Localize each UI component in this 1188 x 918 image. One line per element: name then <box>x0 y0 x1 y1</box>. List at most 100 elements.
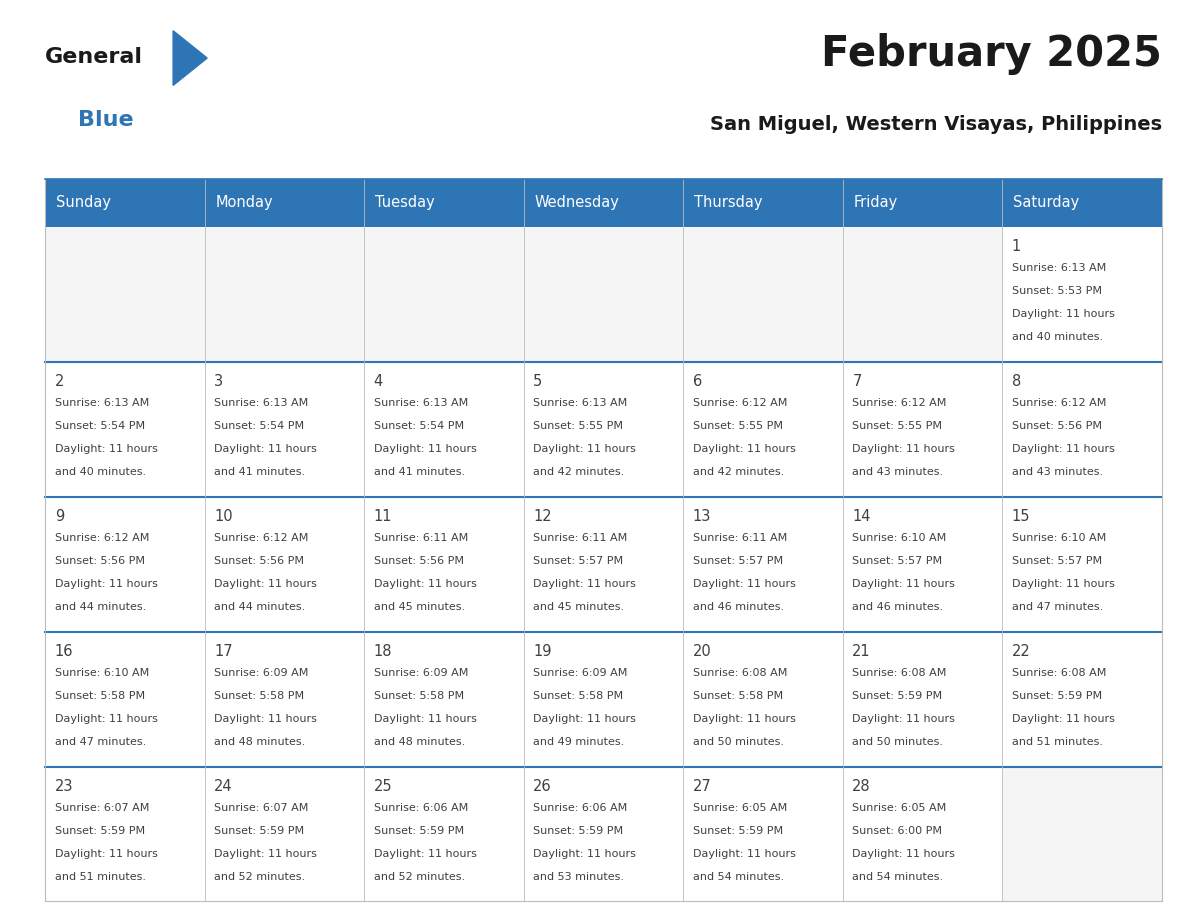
Text: 10: 10 <box>214 509 233 524</box>
Text: Thursday: Thursday <box>695 196 763 210</box>
Text: and 43 minutes.: and 43 minutes. <box>1012 467 1102 477</box>
Text: and 51 minutes.: and 51 minutes. <box>1012 737 1102 747</box>
Text: 19: 19 <box>533 644 551 659</box>
Text: 14: 14 <box>852 509 871 524</box>
Text: Sunrise: 6:05 AM: Sunrise: 6:05 AM <box>693 803 788 813</box>
Text: 11: 11 <box>374 509 392 524</box>
Text: and 45 minutes.: and 45 minutes. <box>374 602 465 612</box>
Text: Daylight: 11 hours: Daylight: 11 hours <box>693 849 796 859</box>
Text: Daylight: 11 hours: Daylight: 11 hours <box>852 579 955 589</box>
Text: Sunset: 5:54 PM: Sunset: 5:54 PM <box>374 421 463 431</box>
Text: and 50 minutes.: and 50 minutes. <box>852 737 943 747</box>
Text: Sunrise: 6:12 AM: Sunrise: 6:12 AM <box>214 533 309 543</box>
Text: Sunset: 5:55 PM: Sunset: 5:55 PM <box>693 421 783 431</box>
Text: and 54 minutes.: and 54 minutes. <box>852 872 943 882</box>
Text: Sunset: 6:00 PM: Sunset: 6:00 PM <box>852 826 942 836</box>
Text: and 41 minutes.: and 41 minutes. <box>214 467 305 477</box>
Text: Sunset: 5:59 PM: Sunset: 5:59 PM <box>374 826 463 836</box>
Text: San Miguel, Western Visayas, Philippines: San Miguel, Western Visayas, Philippines <box>709 115 1162 134</box>
Text: Sunrise: 6:13 AM: Sunrise: 6:13 AM <box>533 398 627 409</box>
Text: Daylight: 11 hours: Daylight: 11 hours <box>533 579 637 589</box>
Text: Daylight: 11 hours: Daylight: 11 hours <box>214 849 317 859</box>
Text: 3: 3 <box>214 374 223 389</box>
Text: 27: 27 <box>693 778 712 794</box>
Text: Daylight: 11 hours: Daylight: 11 hours <box>214 714 317 724</box>
Text: and 40 minutes.: and 40 minutes. <box>55 467 146 477</box>
Text: Sunrise: 6:05 AM: Sunrise: 6:05 AM <box>852 803 947 813</box>
Text: Sunrise: 6:12 AM: Sunrise: 6:12 AM <box>55 533 148 543</box>
Text: 21: 21 <box>852 644 871 659</box>
Text: Daylight: 11 hours: Daylight: 11 hours <box>693 579 796 589</box>
Text: Sunrise: 6:13 AM: Sunrise: 6:13 AM <box>55 398 148 409</box>
Text: Sunrise: 6:06 AM: Sunrise: 6:06 AM <box>533 803 627 813</box>
Text: 1: 1 <box>1012 239 1022 254</box>
Text: Blue: Blue <box>78 110 134 129</box>
Text: 8: 8 <box>1012 374 1022 389</box>
Text: Sunset: 5:54 PM: Sunset: 5:54 PM <box>214 421 304 431</box>
Text: Sunset: 5:57 PM: Sunset: 5:57 PM <box>852 556 942 566</box>
Text: and 46 minutes.: and 46 minutes. <box>693 602 784 612</box>
Text: Daylight: 11 hours: Daylight: 11 hours <box>374 444 476 454</box>
Text: 13: 13 <box>693 509 712 524</box>
Text: 7: 7 <box>852 374 861 389</box>
Text: Sunrise: 6:11 AM: Sunrise: 6:11 AM <box>693 533 788 543</box>
Text: Sunrise: 6:12 AM: Sunrise: 6:12 AM <box>852 398 947 409</box>
Text: and 42 minutes.: and 42 minutes. <box>533 467 625 477</box>
Text: Daylight: 11 hours: Daylight: 11 hours <box>852 714 955 724</box>
Text: and 43 minutes.: and 43 minutes. <box>852 467 943 477</box>
Polygon shape <box>173 30 207 85</box>
Text: Saturday: Saturday <box>1013 196 1080 210</box>
Text: Sunrise: 6:07 AM: Sunrise: 6:07 AM <box>214 803 309 813</box>
Text: Sunset: 5:57 PM: Sunset: 5:57 PM <box>533 556 624 566</box>
Text: Sunday: Sunday <box>56 196 112 210</box>
Text: Sunrise: 6:09 AM: Sunrise: 6:09 AM <box>214 668 309 678</box>
Text: Sunset: 5:59 PM: Sunset: 5:59 PM <box>214 826 304 836</box>
Text: 9: 9 <box>55 509 64 524</box>
Text: Wednesday: Wednesday <box>535 196 620 210</box>
Text: 28: 28 <box>852 778 871 794</box>
Text: Sunrise: 6:11 AM: Sunrise: 6:11 AM <box>533 533 627 543</box>
Text: Sunrise: 6:06 AM: Sunrise: 6:06 AM <box>374 803 468 813</box>
Text: Daylight: 11 hours: Daylight: 11 hours <box>55 444 158 454</box>
Text: Sunset: 5:56 PM: Sunset: 5:56 PM <box>1012 421 1102 431</box>
Text: Sunset: 5:53 PM: Sunset: 5:53 PM <box>1012 286 1102 297</box>
Text: 15: 15 <box>1012 509 1030 524</box>
Text: Daylight: 11 hours: Daylight: 11 hours <box>1012 309 1114 319</box>
Text: Sunset: 5:58 PM: Sunset: 5:58 PM <box>374 691 463 701</box>
Text: Daylight: 11 hours: Daylight: 11 hours <box>374 849 476 859</box>
Text: and 44 minutes.: and 44 minutes. <box>214 602 305 612</box>
Text: and 54 minutes.: and 54 minutes. <box>693 872 784 882</box>
Text: and 44 minutes.: and 44 minutes. <box>55 602 146 612</box>
Text: Sunset: 5:59 PM: Sunset: 5:59 PM <box>1012 691 1102 701</box>
Text: and 52 minutes.: and 52 minutes. <box>214 872 305 882</box>
Text: 17: 17 <box>214 644 233 659</box>
Text: Sunrise: 6:13 AM: Sunrise: 6:13 AM <box>1012 263 1106 274</box>
Text: Sunrise: 6:13 AM: Sunrise: 6:13 AM <box>214 398 309 409</box>
Text: and 48 minutes.: and 48 minutes. <box>214 737 305 747</box>
Text: 2: 2 <box>55 374 64 389</box>
Text: and 41 minutes.: and 41 minutes. <box>374 467 465 477</box>
Text: and 50 minutes.: and 50 minutes. <box>693 737 784 747</box>
Text: and 47 minutes.: and 47 minutes. <box>55 737 146 747</box>
Text: Daylight: 11 hours: Daylight: 11 hours <box>374 579 476 589</box>
Text: Daylight: 11 hours: Daylight: 11 hours <box>214 579 317 589</box>
Text: Sunset: 5:59 PM: Sunset: 5:59 PM <box>533 826 624 836</box>
Text: General: General <box>45 48 143 67</box>
Text: Sunset: 5:57 PM: Sunset: 5:57 PM <box>693 556 783 566</box>
Text: Daylight: 11 hours: Daylight: 11 hours <box>533 849 637 859</box>
Text: Sunset: 5:55 PM: Sunset: 5:55 PM <box>533 421 624 431</box>
Text: Sunset: 5:56 PM: Sunset: 5:56 PM <box>55 556 145 566</box>
Text: Sunrise: 6:08 AM: Sunrise: 6:08 AM <box>852 668 947 678</box>
Text: Daylight: 11 hours: Daylight: 11 hours <box>852 849 955 859</box>
Text: Daylight: 11 hours: Daylight: 11 hours <box>533 444 637 454</box>
Text: and 40 minutes.: and 40 minutes. <box>1012 332 1102 342</box>
Text: 24: 24 <box>214 778 233 794</box>
Text: 23: 23 <box>55 778 74 794</box>
Text: Sunset: 5:57 PM: Sunset: 5:57 PM <box>1012 556 1102 566</box>
Text: Sunset: 5:59 PM: Sunset: 5:59 PM <box>693 826 783 836</box>
Text: Daylight: 11 hours: Daylight: 11 hours <box>693 444 796 454</box>
Text: 20: 20 <box>693 644 712 659</box>
Text: Sunset: 5:58 PM: Sunset: 5:58 PM <box>533 691 624 701</box>
Text: Sunrise: 6:12 AM: Sunrise: 6:12 AM <box>693 398 788 409</box>
Text: 5: 5 <box>533 374 543 389</box>
